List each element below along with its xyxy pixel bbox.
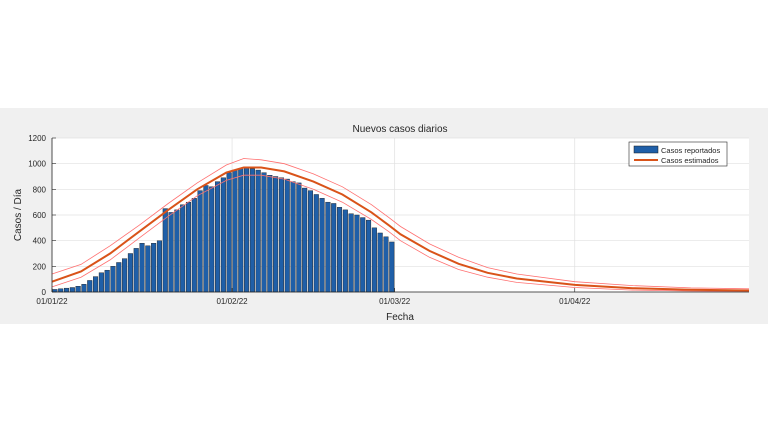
bar bbox=[249, 168, 255, 293]
y-tick-label: 1200 bbox=[28, 134, 46, 143]
bar bbox=[58, 288, 64, 293]
bar bbox=[273, 176, 279, 293]
bar bbox=[168, 212, 174, 293]
bar bbox=[255, 169, 261, 293]
bar bbox=[232, 169, 238, 293]
bar bbox=[162, 208, 168, 293]
bar bbox=[342, 209, 348, 293]
estimated-line bbox=[51, 166, 750, 292]
x-tick-label: 01/02/22 bbox=[216, 297, 248, 306]
bar bbox=[191, 198, 197, 293]
bar bbox=[267, 175, 273, 293]
legend-label-estimated: Casos estimados bbox=[661, 156, 719, 165]
bar bbox=[197, 190, 203, 293]
bar bbox=[174, 209, 180, 293]
bar bbox=[319, 198, 325, 293]
tick-labels: 0 200 400 600 800 1000 1200 01/01/22 01/02/22 01/… bbox=[28, 134, 591, 306]
bar bbox=[116, 262, 122, 293]
x-tick-label: 01/03/22 bbox=[379, 297, 411, 306]
y-tick-label: 600 bbox=[33, 211, 47, 220]
bar bbox=[145, 245, 151, 293]
axes bbox=[51, 137, 749, 293]
legend-label-reported: Casos reportados bbox=[661, 146, 720, 155]
bar bbox=[290, 181, 296, 293]
x-tick-label: 01/04/22 bbox=[559, 297, 591, 306]
bar bbox=[122, 258, 128, 293]
figure-panel: 0 200 400 600 800 1000 1200 01/01/22 01/02/22 01/… bbox=[0, 108, 768, 324]
bar bbox=[302, 187, 308, 293]
bar bbox=[389, 241, 395, 293]
bar bbox=[307, 190, 313, 293]
bar bbox=[244, 167, 250, 293]
bar bbox=[110, 266, 116, 293]
y-tick-label: 800 bbox=[33, 185, 47, 194]
bar bbox=[185, 201, 192, 293]
bar bbox=[325, 201, 331, 293]
bar bbox=[156, 240, 162, 293]
bar bbox=[348, 213, 354, 293]
upper-bound-line bbox=[51, 158, 750, 290]
bar bbox=[151, 243, 157, 293]
bar bbox=[215, 181, 221, 293]
bar bbox=[93, 276, 99, 293]
bar bbox=[377, 232, 383, 293]
bar bbox=[69, 287, 75, 293]
bar bbox=[278, 177, 284, 293]
bar bbox=[75, 286, 81, 293]
bar bbox=[209, 186, 215, 293]
bar bbox=[180, 204, 186, 293]
chart: 0 200 400 600 800 1000 1200 01/01/22 01/02/22 01/… bbox=[13, 124, 750, 323]
bar bbox=[331, 203, 337, 293]
bar bbox=[360, 217, 366, 293]
x-axis-label: Fecha bbox=[386, 312, 414, 323]
bar bbox=[296, 182, 302, 293]
bar bbox=[284, 178, 290, 293]
bar-series bbox=[52, 167, 395, 293]
bar bbox=[133, 248, 139, 293]
bar bbox=[63, 287, 70, 293]
bar bbox=[366, 219, 372, 293]
bar bbox=[98, 272, 104, 293]
y-tick-label: 400 bbox=[33, 237, 47, 246]
bar bbox=[354, 214, 360, 293]
y-tick-label: 1000 bbox=[28, 160, 46, 169]
bar bbox=[81, 284, 87, 293]
x-tick-label: 01/01/22 bbox=[36, 297, 68, 306]
bar bbox=[226, 172, 232, 293]
bar bbox=[203, 185, 209, 293]
bar bbox=[261, 172, 267, 293]
bar bbox=[127, 253, 133, 293]
y-axis-label: Casos / Día bbox=[13, 188, 24, 241]
lower-bound-line bbox=[51, 174, 750, 292]
bar bbox=[220, 177, 226, 293]
bar bbox=[313, 194, 319, 293]
line-series bbox=[51, 158, 750, 292]
bar bbox=[104, 269, 110, 293]
legend-swatch-reported bbox=[633, 145, 659, 154]
legend: Casos reportados Casos estimados bbox=[628, 141, 728, 167]
bar bbox=[371, 227, 377, 293]
bar bbox=[336, 207, 343, 293]
bar bbox=[87, 280, 93, 293]
y-tick-label: 0 bbox=[42, 288, 47, 297]
chart-title: Nuevos casos diarios bbox=[352, 124, 447, 135]
bar bbox=[139, 243, 145, 293]
bar bbox=[238, 168, 244, 293]
y-tick-label: 200 bbox=[33, 262, 47, 271]
bar bbox=[383, 236, 389, 293]
